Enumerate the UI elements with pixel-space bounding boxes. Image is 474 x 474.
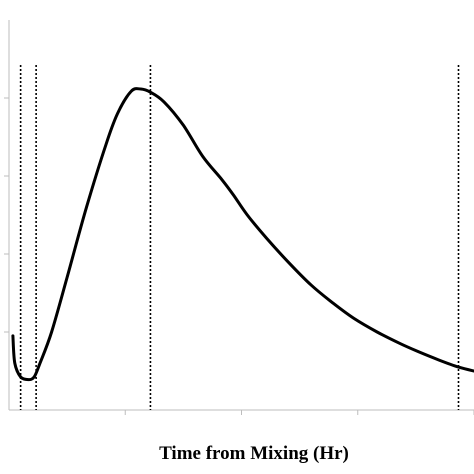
x-axis-label: Time from Mixing (Hr) — [159, 443, 349, 464]
x-ticks — [124, 410, 474, 415]
y-ticks — [4, 97, 9, 333]
series-group — [11, 87, 474, 382]
series-line — [11, 87, 474, 382]
vertical-markers — [19, 65, 460, 410]
